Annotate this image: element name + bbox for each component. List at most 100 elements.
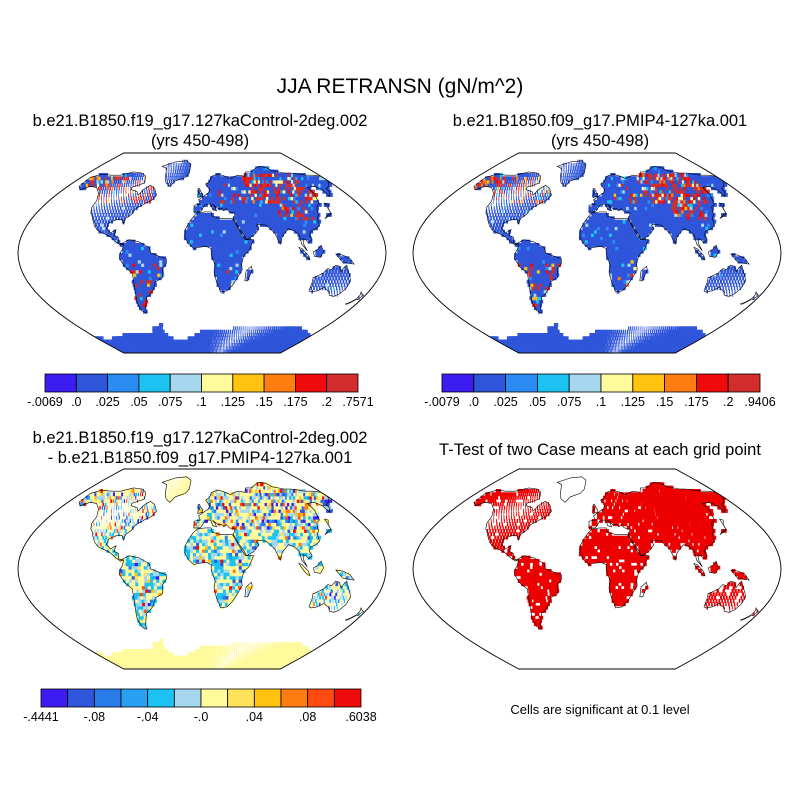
grid-cell [546,193,549,197]
grid-cell [102,176,106,181]
grid-cell [663,339,666,344]
grid-cell [238,249,243,254]
grid-cell [135,269,140,274]
grid-cell [216,223,221,227]
grid-cell [725,279,728,284]
grid-cell [633,243,638,247]
grid-cell [280,209,286,214]
grid-cell [158,323,164,327]
grid-cell [660,336,663,341]
grid-cell [238,183,243,187]
grid-cell [263,339,266,344]
panel-3-title: b.e21.B1850.f19_g17.127kaControl-2deg.00… [0,428,400,468]
grid-cell [277,203,283,207]
grid-cell [614,283,618,287]
grid-cell [542,259,546,264]
grid-cell [582,223,586,227]
grid-cell [285,223,291,227]
grid-cell [281,329,284,334]
grid-cell [106,196,107,201]
grid-cell [508,189,510,194]
grid-cell [680,223,686,227]
grid-cell [309,213,315,217]
grid-cell [296,329,300,334]
grid-cell [226,346,227,351]
grid-cell [625,343,627,347]
grid-cell [624,196,628,201]
grid-cell [713,249,718,254]
grid-cell [241,253,246,257]
grid-cell [608,349,610,353]
grid-cell [256,203,261,207]
grid-cell [649,226,654,231]
grid-cell [202,203,206,207]
grid-cell [609,233,613,237]
grid-cell [255,339,258,344]
grid-cell [317,276,320,281]
grid-cell [259,219,264,224]
grid-cell [506,193,507,197]
grid-cell [608,229,613,234]
grid-cell [612,256,616,261]
grid-cell [705,219,711,224]
grid-cell [340,283,343,287]
grid-cell [287,329,290,334]
grid-cell [645,333,647,337]
grid-cell [613,343,615,347]
grid-cell [516,183,518,187]
grid-cell [602,349,605,353]
grid-cell [649,333,651,337]
grid-cell [234,226,239,231]
grid-cell [599,199,603,204]
grid-cell [621,259,626,264]
grid-cell [730,283,732,287]
grid-cell [531,273,536,277]
grid-cell [611,279,615,284]
grid-cell [508,179,511,184]
grid-cell [131,263,136,267]
grid-cell [183,173,185,177]
grid-cell [586,346,590,351]
grid-cell [654,219,659,224]
grid-cell [268,213,273,217]
grid-cell [617,226,622,231]
grid-cell [128,196,130,201]
grid-cell [510,209,513,214]
grid-cell [283,223,288,227]
grid-cell [301,219,307,224]
grid-cell [220,203,224,207]
grid-cell [313,286,315,291]
grid-cell [496,229,499,234]
grid-cell [217,259,221,264]
grid-cell [258,196,264,201]
grid-cell [499,186,502,191]
grid-cell [272,226,277,231]
grid-cell [511,199,513,204]
grid-cell [564,169,566,174]
grid-cell [668,336,672,341]
grid-cell [632,213,637,217]
grid-cell [106,216,109,221]
grid-cell [108,183,110,187]
grid-cell [310,226,316,231]
grid-cell [219,176,224,181]
grid-cell [705,286,707,291]
grid-cell [521,183,523,187]
grid-cell [689,329,693,334]
grid-cell [263,326,265,331]
grid-cell [147,196,150,201]
grid-cell [590,243,595,247]
grid-cell [588,223,592,227]
grid-cell [307,219,313,224]
grid-cell [629,273,634,277]
grid-cell [704,213,710,217]
grid-cell [270,336,273,341]
grid-cell [535,289,540,294]
grid-cell [491,176,495,181]
grid-cell [261,196,266,201]
grid-cell [562,169,564,174]
grid-cell [119,206,122,211]
grid-cell [646,196,651,201]
grid-cell [219,286,223,291]
grid-cell [271,213,276,217]
